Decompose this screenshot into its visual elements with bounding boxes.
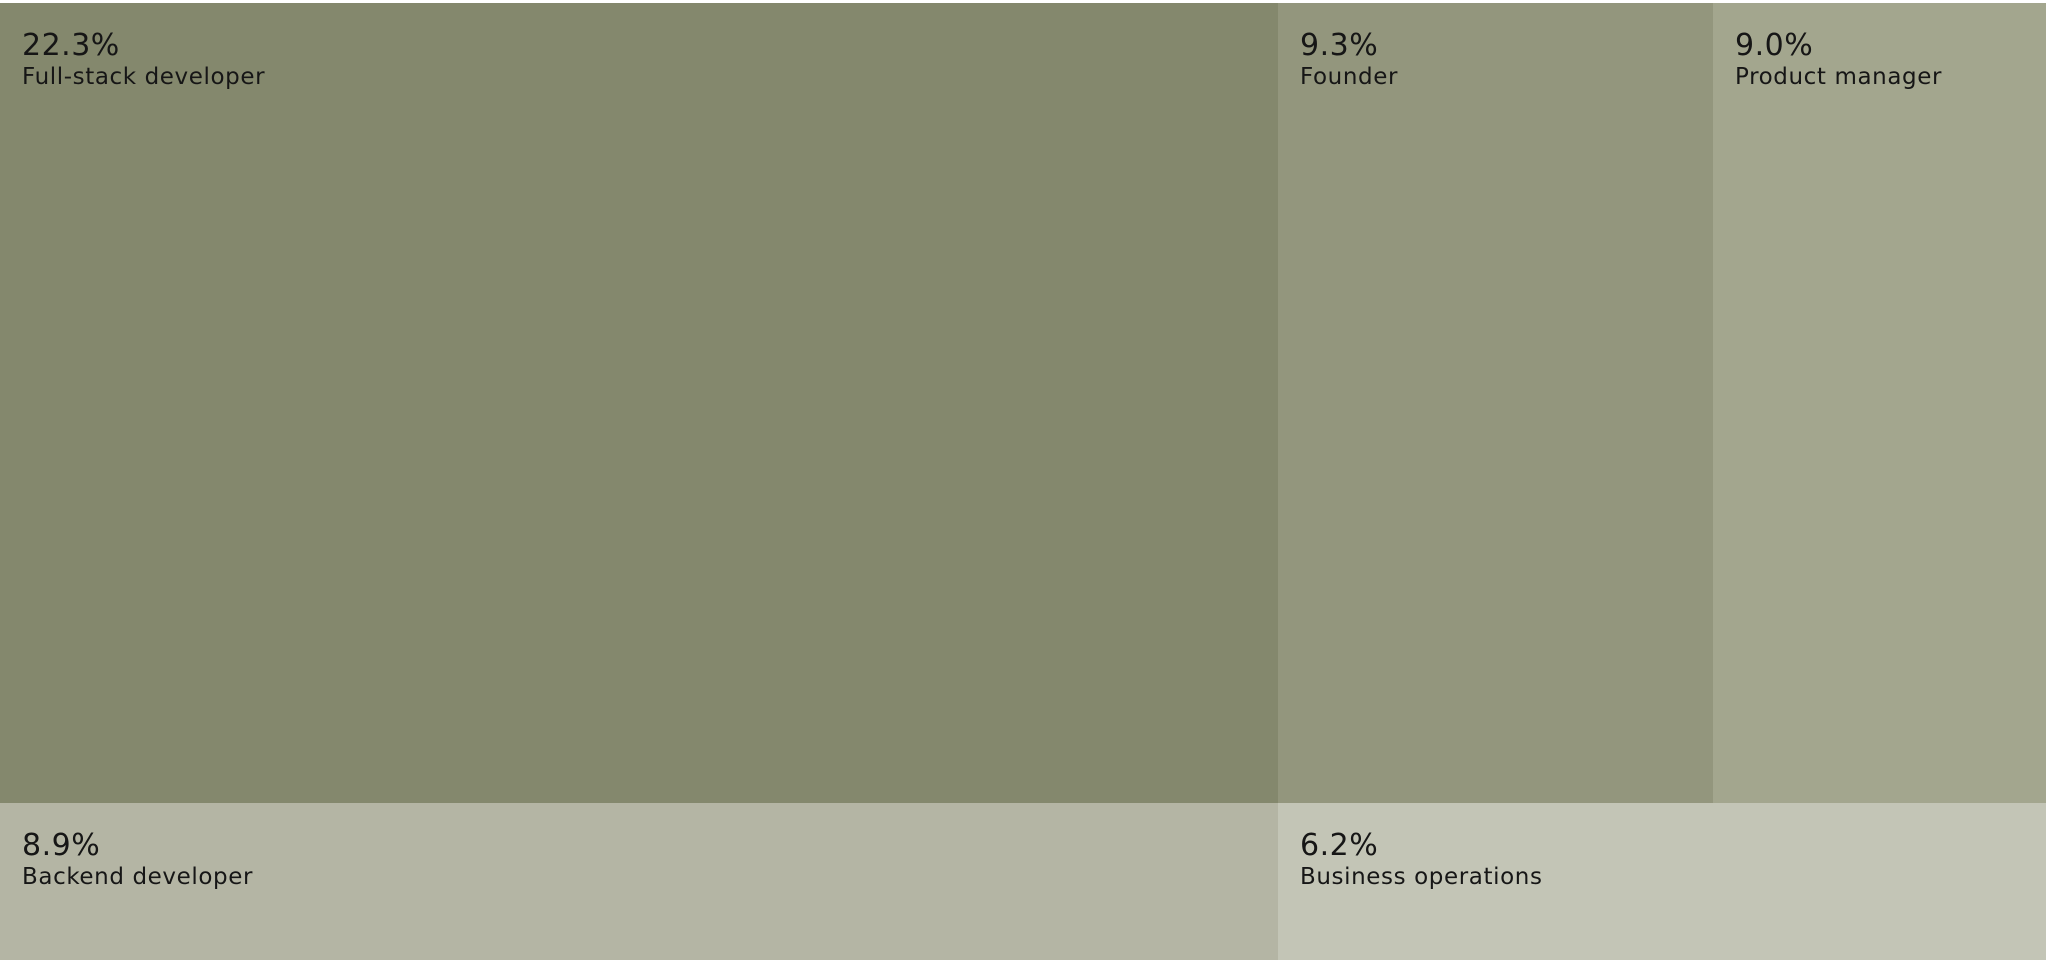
treemap-cell-backend-developer[interactable]: 8.9% Backend developer xyxy=(0,803,1278,960)
cell-label: Product manager xyxy=(1735,64,1943,90)
treemap-chart: 22.3% Full-stack developer 9.3% Founder … xyxy=(0,3,2046,960)
cell-label: Founder xyxy=(1300,64,1399,90)
treemap-cell-product-manager[interactable]: 9.0% Product manager xyxy=(1713,3,2046,803)
treemap-cell-full-stack-developer[interactable]: 22.3% Full-stack developer xyxy=(0,3,1278,803)
cell-value: 22.3% xyxy=(22,28,120,63)
cell-value: 9.0% xyxy=(1735,28,1814,63)
treemap-cell-founder[interactable]: 9.3% Founder xyxy=(1278,3,1713,803)
treemap-cell-business-operations[interactable]: 6.2% Business operations xyxy=(1278,803,2046,960)
cell-label: Backend developer xyxy=(22,864,254,890)
cell-label: Business operations xyxy=(1300,864,1543,890)
cell-value: 8.9% xyxy=(22,828,101,863)
cell-value: 9.3% xyxy=(1300,28,1379,63)
cell-label: Full-stack developer xyxy=(22,64,266,90)
cell-value: 6.2% xyxy=(1300,828,1379,863)
